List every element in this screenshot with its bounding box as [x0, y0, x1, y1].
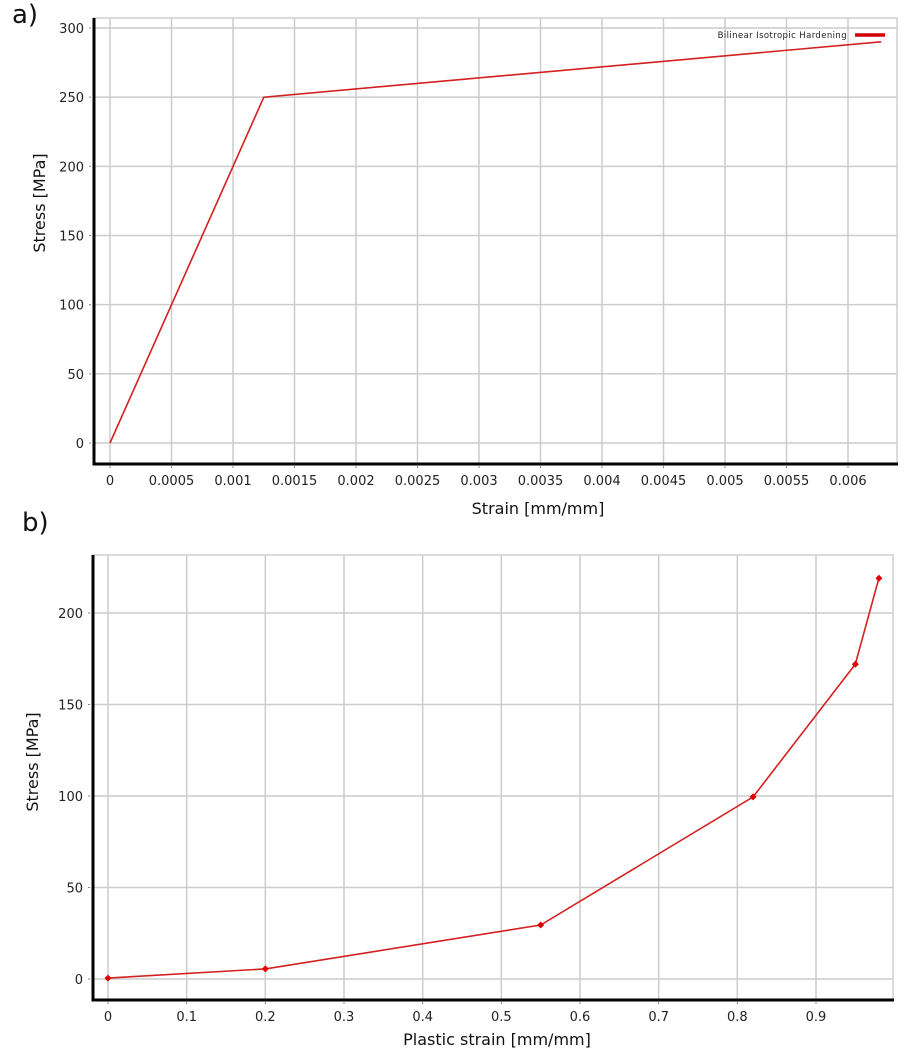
chart-b-y-tick-label: 100: [58, 790, 83, 805]
chart-b-x-tick-label: 0: [104, 1010, 112, 1025]
chart-b-x-tick-label: 0.7: [648, 1010, 669, 1025]
chart-a-x-tick-label: 0.0015: [272, 474, 318, 489]
chart-b-data-marker: [875, 574, 883, 582]
chart-b-x-tick-label: 0.1: [176, 1010, 197, 1025]
chart-b-series-line: [107, 577, 880, 979]
chart-b-data-marker: [537, 921, 545, 929]
chart-a-plot-area: [93, 17, 898, 465]
chart-a-series-line: [109, 41, 882, 444]
chart-b-plot-area: [92, 554, 894, 1001]
chart-b-x-axis-title: Plastic strain [mm/mm]: [403, 1030, 591, 1049]
chart-b-y-tick-label: 200: [58, 607, 83, 622]
panel-label-b: b): [22, 508, 49, 538]
chart-b-data-marker: [851, 660, 859, 668]
chart-b-data-marker: [749, 793, 757, 801]
chart-b-x-tick-label: 0.8: [727, 1010, 748, 1025]
chart-a-y-tick-label: 200: [59, 160, 84, 175]
chart-b-x-tick-label: 0.2: [255, 1010, 276, 1025]
chart-b-y-tick-label: 0: [75, 973, 83, 988]
chart-a-x-tick-label: 0.0025: [395, 474, 441, 489]
chart-a-x-tick-label: 0: [106, 474, 114, 489]
chart-a-x-tick-label: 0.002: [337, 474, 374, 489]
chart-a-y-tick-label: 300: [59, 22, 84, 37]
chart-a-x-tick-label: 0.0045: [641, 474, 687, 489]
chart-b-y-axis-title: Stress [MPa]: [23, 712, 42, 811]
chart-a-x-tick-label: 0.003: [460, 474, 497, 489]
chart-b-x-tick-label: 0.6: [570, 1010, 591, 1025]
chart-a-x-axis-title: Strain [mm/mm]: [472, 499, 605, 518]
chart-a-x-tick-label: 0.005: [706, 474, 743, 489]
chart-a-legend-label: Bilinear Isotropic Hardening: [718, 31, 847, 41]
chart-a-y-axis-title: Stress [MPa]: [30, 153, 49, 252]
chart-a-y-tick-label: 50: [67, 368, 84, 383]
chart-a-y-tick-label: 100: [59, 299, 84, 314]
chart-b-data-marker: [261, 965, 269, 973]
chart-a-y-tick-label: 150: [59, 230, 84, 245]
chart-b-x-tick-label: 0.4: [412, 1010, 433, 1025]
chart-b-data-marker: [104, 974, 112, 982]
panel-label-a: a): [12, 0, 39, 30]
chart-b-x-tick-label: 0.9: [806, 1010, 827, 1025]
chart-a-x-tick-label: 0.0005: [149, 474, 195, 489]
chart-b-y-tick-label: 50: [66, 882, 83, 897]
chart-a-x-tick-label: 0.006: [829, 474, 866, 489]
chart-a-x-tick-label: 0.0055: [764, 474, 810, 489]
chart-b-x-tick-label: 0.3: [334, 1010, 355, 1025]
chart-a-x-tick-label: 0.004: [583, 474, 620, 489]
chart-a-y-tick-label: 250: [59, 91, 84, 106]
chart-b-y-tick-label: 150: [58, 699, 83, 714]
chart-a-stress-strain: 0 0.0005 0.001 0.0015 0.002 0.0025 0.003 0.0035…: [30, 17, 898, 518]
chart-a-x-tick-label: 0.0035: [518, 474, 564, 489]
chart-a-y-tick-label: 0: [76, 437, 84, 452]
chart-b-x-tick-label: 0.5: [491, 1010, 512, 1025]
chart-a-x-tick-label: 0.001: [214, 474, 251, 489]
